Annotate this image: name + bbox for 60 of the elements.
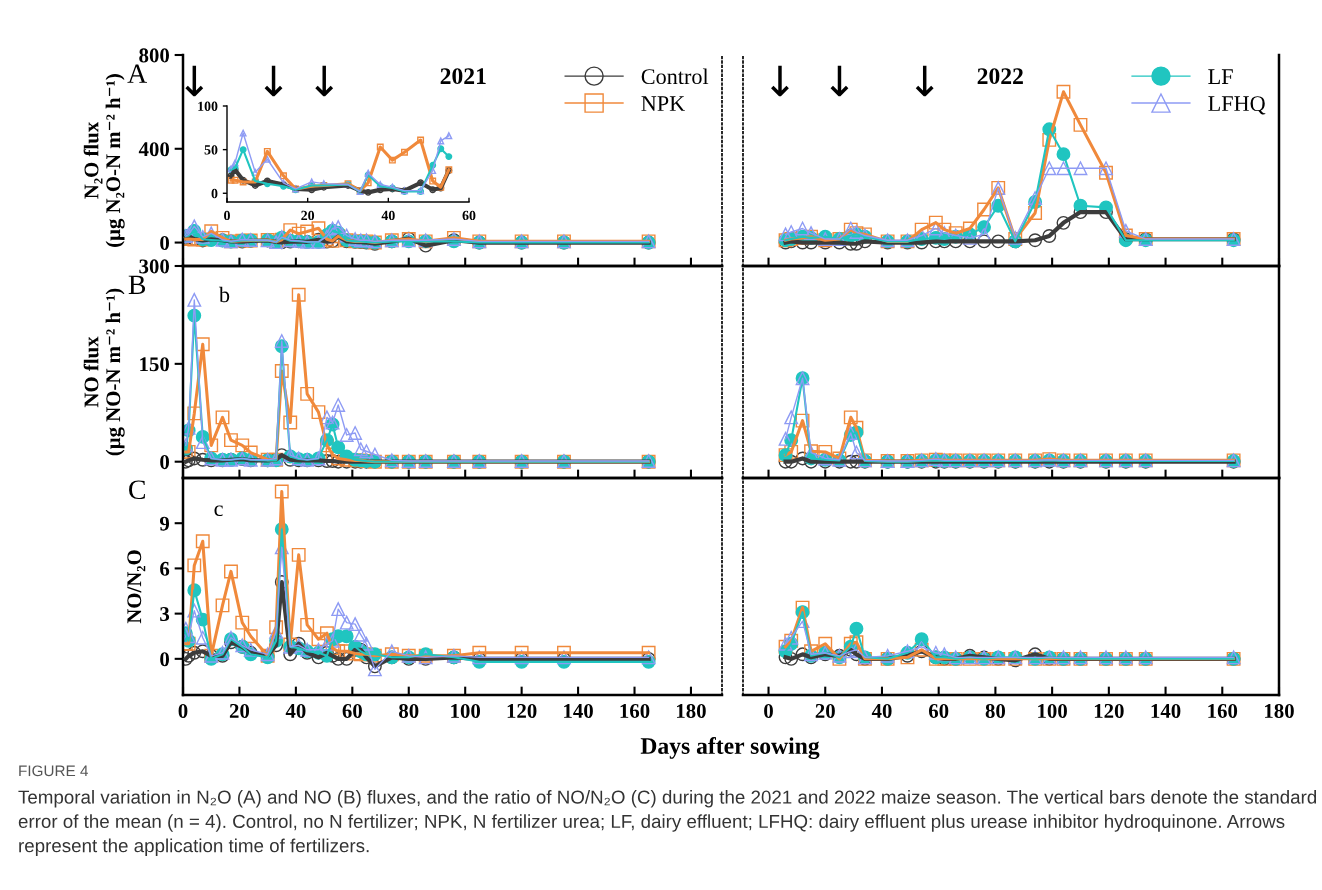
text: Temporal variation in N₂O (A) and NO (B) fluxes, and the ratio of NO/N₂O (C) during the 2021 and 2022 maize season. The vertical bars denote the standard error of the mean (n = 4). Control, no N fertilizer; NPK, N fertilizer urea; LF, dairy effluent; LFHQ: dairy effluent plus urease inhibitor hydroquinone. Arrows represent the application time of fertilizers. [18, 790, 1317, 857]
y-tick-label: 100 [198, 101, 218, 111]
annotation: ↓ [315, 65, 334, 97]
text: B [128, 275, 146, 294]
x-tick-label: 80 [985, 703, 1006, 718]
annotation: c [214, 505, 223, 517]
x-tick-label: 120 [507, 703, 537, 718]
y-tick-label: 3 [160, 607, 170, 622]
legend-label: LF [1208, 69, 1233, 84]
y-tick-label: 400 [138, 142, 170, 157]
x-tick-label: 160 [1208, 703, 1238, 718]
y-axis-title: NO/N₂O [127, 550, 146, 624]
x-tick-label: 0 [764, 703, 773, 718]
x-tick-label: 140 [1151, 703, 1181, 718]
annotation: ↓ [185, 65, 204, 97]
x-tick-label: 20 [229, 703, 250, 718]
annotation: ↓ [830, 65, 849, 97]
x-tick-label: 120 [1094, 703, 1124, 718]
x-tick-label: 60 [342, 703, 362, 718]
x-tick-label: 100 [451, 703, 481, 718]
y-tick-label: 0 [160, 235, 170, 250]
annotation: ↓ [915, 65, 934, 97]
x-tick-label: 40 [381, 210, 395, 221]
x-tick-label: 0 [224, 210, 230, 221]
y-axis-title: NO flux (μg NO-N m⁻² h⁻¹) [83, 288, 125, 456]
legend-label: LFHQ [1208, 96, 1266, 115]
annotation: ↓ [771, 65, 789, 97]
x-tick-label: 180 [1265, 703, 1294, 718]
x-tick-label: 20 [301, 210, 315, 221]
y-tick-label: 0 [211, 188, 218, 199]
x-tick-label: 60 [928, 703, 949, 718]
legend-label: NPK [641, 96, 685, 111]
x-tick-label: 40 [871, 703, 892, 718]
x-tick-label: 180 [677, 703, 706, 718]
legend-label: Control [641, 68, 709, 85]
y-tick-label: 150 [140, 357, 170, 372]
caption: FIGURE 4 [19, 765, 89, 777]
y-tick-label: 800 [139, 48, 170, 63]
x-tick-label: 40 [285, 703, 306, 718]
annotation: 2021 [440, 68, 486, 85]
y-tick-label: 50 [204, 145, 218, 155]
x-tick-label: 140 [564, 703, 593, 718]
annotation: ↓ [264, 65, 283, 97]
x-tick-label: 20 [815, 703, 835, 718]
x-tick-label: 60 [462, 210, 476, 221]
x-tick-label: 100 [1038, 703, 1067, 718]
y-tick-label: 0 [160, 455, 170, 470]
x-tick-label: 80 [399, 703, 419, 718]
y-tick-label: 9 [159, 516, 170, 531]
annotation: b [218, 286, 230, 303]
y-tick-label: 0 [160, 652, 170, 667]
x-tick-label: 160 [620, 703, 650, 718]
y-axis-title: N₂O flux (μg N₂O-N m⁻² h⁻¹) [83, 74, 125, 247]
text: C [129, 480, 145, 500]
y-tick-label: 300 [139, 259, 170, 274]
y-tick-label: 6 [160, 561, 170, 576]
annotation: 2022 [977, 68, 1023, 85]
x-tick-label: 0 [178, 703, 188, 718]
x-axis-title: Days after sowing [640, 737, 820, 759]
text: A [127, 64, 148, 83]
